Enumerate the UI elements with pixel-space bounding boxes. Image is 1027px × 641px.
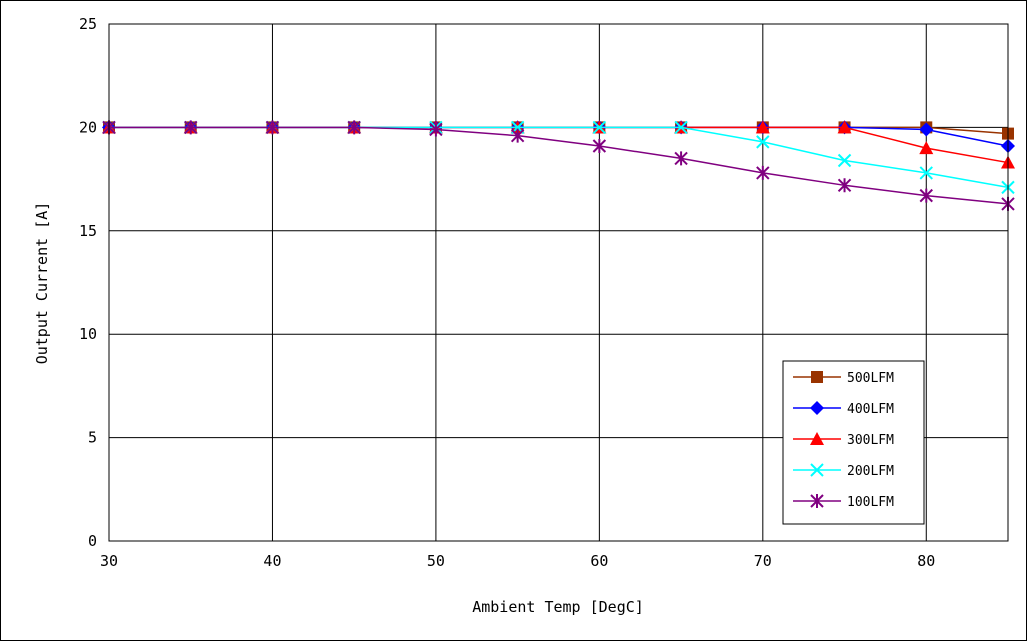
ticks: 30 40 50 60 70 80 0 5 10 15 20 25 — [79, 15, 935, 570]
data-point — [919, 141, 934, 155]
data-point — [184, 120, 198, 135]
legend: 500LFM 400LFM 300LFM 200LFM 100LFM — [782, 360, 925, 525]
x-tick-label: 60 — [590, 552, 608, 570]
data-point — [674, 120, 688, 135]
y-tick-label: 0 — [88, 532, 97, 550]
data-point — [756, 135, 770, 149]
x-tick-label: 70 — [754, 552, 772, 570]
data-point — [510, 128, 525, 143]
legend-label: 100LFM — [847, 495, 894, 510]
y-tick-label: 15 — [79, 222, 97, 240]
legend-item: 200LFM — [793, 463, 894, 479]
legend-item: 100LFM — [793, 494, 894, 510]
x-tick-label: 40 — [263, 552, 281, 570]
data-point — [674, 151, 688, 166]
data-point — [592, 120, 607, 135]
legend-label: 200LFM — [847, 464, 894, 479]
legend-label: 400LFM — [847, 402, 894, 417]
y-tick-label: 25 — [79, 15, 97, 33]
y-tick-label: 5 — [88, 429, 97, 447]
data-point — [429, 122, 443, 137]
x-tick-label: 80 — [917, 552, 935, 570]
legend-item: 500LFM — [793, 371, 894, 386]
legend-marker — [810, 463, 824, 477]
data-point — [919, 166, 933, 180]
data-point — [919, 188, 933, 203]
x-axis-label: Ambient Temp [DegC] — [472, 598, 644, 616]
legend-item: 300LFM — [793, 432, 894, 448]
series-line — [109, 126, 1009, 205]
legend-item: 400LFM — [793, 401, 894, 417]
data-point — [592, 139, 607, 154]
y-tick-label: 20 — [79, 118, 97, 136]
data-point — [755, 120, 770, 134]
y-axis-label: Output Current [A] — [33, 202, 51, 365]
x-tick-label: 50 — [427, 552, 445, 570]
legend-marker — [810, 494, 824, 508]
legend-marker — [810, 401, 824, 415]
y-tick-label: 10 — [79, 325, 97, 343]
data-point — [919, 122, 934, 137]
data-point — [837, 120, 852, 134]
data-point — [265, 120, 280, 135]
data-point — [837, 178, 852, 193]
data-point — [756, 165, 770, 180]
legend-marker — [811, 371, 823, 383]
data-point — [837, 153, 852, 168]
x-tick-label: 30 — [100, 552, 118, 570]
legend-label: 500LFM — [847, 371, 894, 386]
legend-box — [782, 360, 925, 525]
plot-area — [108, 23, 1009, 542]
data-point — [347, 120, 361, 135]
legend-marker — [810, 432, 824, 445]
legend-label: 300LFM — [847, 433, 894, 448]
